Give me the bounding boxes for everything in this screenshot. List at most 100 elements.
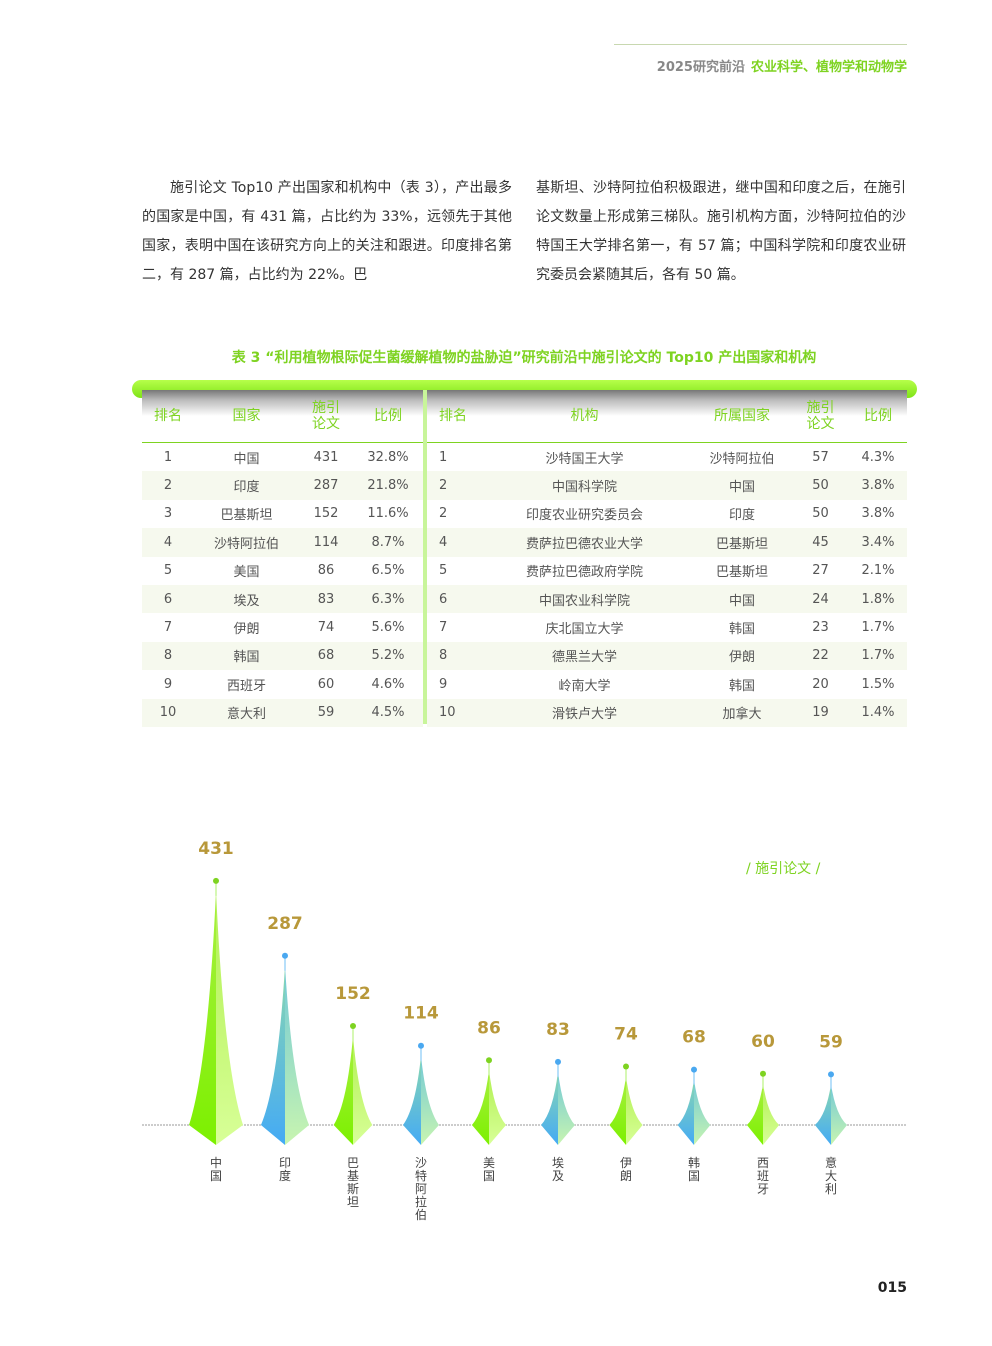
value-label: 74 [614,1025,638,1045]
data-point [555,1058,561,1065]
table-row: 2 印度农业研究委员会 印度 50 3.8% [427,500,907,528]
table-cell: 1 [163,449,173,465]
table-cell: 3.4% [849,528,907,557]
table-row: 6 埃及 83 6.3% [142,584,423,614]
table-cell: 68 [299,641,353,671]
table-row: 4 沙特阿拉伯 114 8.7% [142,528,423,557]
column-header: 施引 论文 [792,390,849,443]
column-header: 机构 [477,390,692,443]
category-label: 中国 [210,1155,222,1183]
category-label: 印度 [279,1156,291,1183]
table-caption: 表 3 “利用植物根际促生菌缓解植物的盐胁迫”研究前沿中施引论文的 Top10 … [231,350,817,366]
table-cell: 沙特阿拉伯 [194,528,299,557]
table-cell: 沙特阿拉伯 [709,451,775,467]
table-cell: 5.2% [353,641,423,671]
table-cell: 19 [792,698,849,727]
column-header: 排名 [427,390,477,443]
table-row: 8 韩国 68 5.2% [142,641,423,671]
table-cell: 4.5% [353,698,423,727]
institution-table: 排名 机构 所属国家 施引 论文 比例 1 沙特国王大学 沙特阿拉伯 57 4.3% 2 中国科学院 中国… [427,390,907,727]
table-cell: 8.7% [353,528,423,557]
column-header: 施引 论文 [299,390,353,443]
spike-left [609,1076,626,1145]
column-header: 比例 [353,390,423,443]
table-cell: 83 [299,584,353,614]
table-cell: 4.3% [861,449,895,465]
table-cell: 11.6% [367,506,409,522]
table-cell: 50 [812,506,829,522]
table-cell: 中国农业科学院 [477,584,692,614]
table-cell: 庆北国立大学 [545,622,624,638]
table-cell: 3 [163,506,173,522]
table-row: 1 中国 431 32.8% [142,443,423,472]
value-label: 59 [819,1032,843,1052]
table-cell: 10 [142,698,194,727]
category-label: 意大利 [825,1155,837,1196]
data-point [691,1066,697,1073]
table-cell: 6 [427,584,477,614]
spike-right [694,1079,711,1145]
table-cell: 滑铁卢大学 [477,698,692,727]
table-cell: 印度 [194,471,299,500]
category-label: 伊朗 [620,1156,632,1183]
spike-right [353,1035,373,1145]
table-cell: 中国 [692,471,792,500]
table-row: 5 费萨拉巴德政府学院 巴基斯坦 27 2.1% [427,557,907,585]
value-label: 86 [477,1018,501,1038]
table-cell: 中国 [233,451,260,467]
table-cell: 45 [792,528,849,557]
table-row: 4 费萨拉巴德农业大学 巴基斯坦 45 3.4% [427,528,907,557]
category-label: 美国 [483,1156,495,1183]
spike-left [189,890,216,1145]
table-cell: 32.8% [367,449,409,465]
table-row: 5 美国 86 6.5% [142,557,423,585]
table-divider [423,390,427,724]
value-label: 152 [335,984,371,1004]
table-row: 3 巴基斯坦 152 11.6% [142,500,423,528]
table-cell: 韩国 [728,678,755,694]
table-cell: 伊朗 [233,622,260,638]
spike-left [677,1079,694,1145]
data-point [828,1071,834,1078]
column-header: 比例 [849,390,907,443]
table-row: 9 岭南大学 韩国 20 1.5% [427,670,907,698]
table-cell: 21.8% [353,471,423,500]
table-cell: 27 [812,563,829,579]
table-cell: 3.8% [861,506,895,522]
spike-right [489,1070,507,1145]
table-row: 7 庆北国立大学 韩国 23 1.7% [427,613,907,641]
table-cell: 5.6% [371,620,405,636]
table-cell: 5 [439,563,448,579]
value-label: 287 [267,914,303,934]
table-row: 9 西班牙 60 4.6% [142,670,423,698]
data-point [418,1042,424,1049]
table-cell: 西班牙 [226,678,266,694]
table-row: 8 德黑兰大学 伊朗 22 1.7% [427,641,907,671]
table-cell: 4.6% [371,676,405,692]
data-point [760,1070,766,1077]
spike-left [746,1083,763,1145]
table-cell: 韩国 [194,641,299,671]
table-cell: 2 [427,471,477,500]
body-text-right: 基斯坦、沙特阿拉伯积极跟进，继中国和印度之后，在施引论文数量上形成第三梯队。施引… [536,180,906,283]
table-cell: 美国 [233,565,260,581]
table-row: 7 伊朗 74 5.6% [142,613,423,641]
table-cell: 费萨拉巴德政府学院 [525,565,643,581]
body-text-left: 施引论文 Top10 产出国家和机构中（表 3），产出最多的国家是中国，有 43… [142,180,512,283]
table-cell: 60 [317,676,335,692]
spike-right [763,1083,780,1145]
column-header: 所属国家 [692,390,792,443]
spike-right [626,1076,643,1145]
header-rule [614,44,907,45]
table-cell: 中国科学院 [477,471,692,500]
table-cell: 7 [439,620,448,636]
table-cell: 9 [163,676,173,692]
spike-left [541,1071,558,1145]
table-cell: 10 [427,698,477,727]
table-cell: 431 [313,449,339,465]
category-label: 西班牙 [757,1156,769,1196]
spike-left [260,965,285,1145]
running-header: 2025研究前沿 农业科学、植物学和动物学 [657,56,907,75]
table-cell: 4 [142,528,194,557]
